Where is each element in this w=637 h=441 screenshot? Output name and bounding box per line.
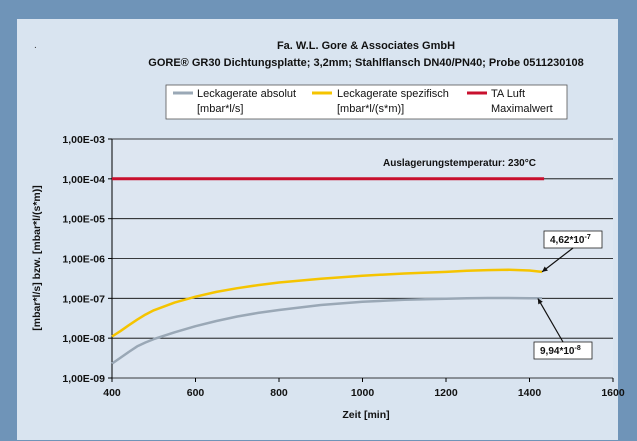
chart-subtitle: GORE® GR30 Dichtungsplatte; 3,2mm; Stahl… — [148, 57, 583, 69]
legend-box — [165, 84, 568, 120]
callout-absolut: 9,94*10-8 — [533, 298, 593, 360]
callout-mantissa-absolut: 9,94*10 — [540, 346, 575, 357]
legend-label-absolut-1: Leckagerate absolut — [197, 88, 296, 100]
callout-mantissa-spezifisch: 4,62*10 — [550, 235, 585, 246]
legend-label-spezifisch-2: [mbar*l/(s*m)] — [337, 103, 404, 115]
legend-label-taluft-2: Maximalwert — [491, 103, 553, 115]
x-tick-label-4: 1200 — [434, 387, 458, 399]
x-axis-label: Zeit [min] — [342, 409, 389, 421]
y-axis-ticks: 1,00E-09 1,00E-08 1,00E-07 1,00E-06 1,00E-05… — [62, 134, 112, 385]
callout-arrow-absolut — [537, 298, 564, 343]
y-tick-label-2: 1,00E-07 — [62, 293, 105, 305]
legend-label-spezifisch-1: Leckagerate spezifisch — [337, 88, 449, 100]
y-tick-label-3: 1,00E-06 — [62, 254, 105, 266]
x-tick-label-0: 400 — [103, 387, 121, 399]
y-tick-label-6: 1,00E-03 — [62, 134, 105, 146]
callout-text-spezifisch: 4,62*10-7 — [550, 234, 591, 246]
series-layer — [111, 177, 545, 365]
x-tick-label-1: 600 — [187, 387, 205, 399]
chart-title: Fa. W.L. Gore & Associates GmbH — [277, 40, 455, 52]
y-tick-label-0: 1,00E-09 — [62, 373, 105, 385]
y-axis-label: [mbar*l/s] bzw. [mbar*l/(s*m)] — [31, 185, 43, 330]
series-absolut-line — [111, 296, 543, 365]
y-tick-label-4: 1,00E-05 — [62, 214, 105, 226]
callout-arrow-spezifisch — [541, 247, 574, 273]
y-tick-label-5: 1,00E-04 — [62, 174, 105, 186]
legend-label-absolut-2: [mbar*l/s] — [197, 103, 243, 115]
callout-exp-spezifisch: -7 — [584, 234, 590, 241]
series-spezifisch-line — [111, 268, 543, 338]
callout-spezifisch: 4,62*10-7 — [541, 230, 603, 273]
legend-label-taluft-1: TA Luft — [491, 88, 525, 100]
corner-dot: . — [34, 40, 37, 51]
callout-exp-absolut: -8 — [574, 345, 580, 352]
x-tick-label-6: 1600 — [601, 387, 625, 399]
y-tick-label-1: 1,00E-08 — [62, 333, 105, 345]
x-tick-label-5: 1400 — [518, 387, 542, 399]
x-tick-label-2: 800 — [270, 387, 288, 399]
callout-text-absolut: 9,94*10-8 — [540, 345, 581, 357]
legend: Leckagerate absolut [mbar*l/s] Leckagera… — [165, 84, 568, 120]
x-tick-label-3: 1000 — [351, 387, 375, 399]
x-axis-ticks: 400 600 800 1000 1200 1400 1600 — [103, 378, 625, 399]
callout-arrowhead-spezifisch — [542, 266, 548, 272]
annotation-temperature: Auslagerungstemperatur: 230°C — [383, 158, 536, 169]
callout-arrowhead-absolut — [537, 298, 543, 305]
